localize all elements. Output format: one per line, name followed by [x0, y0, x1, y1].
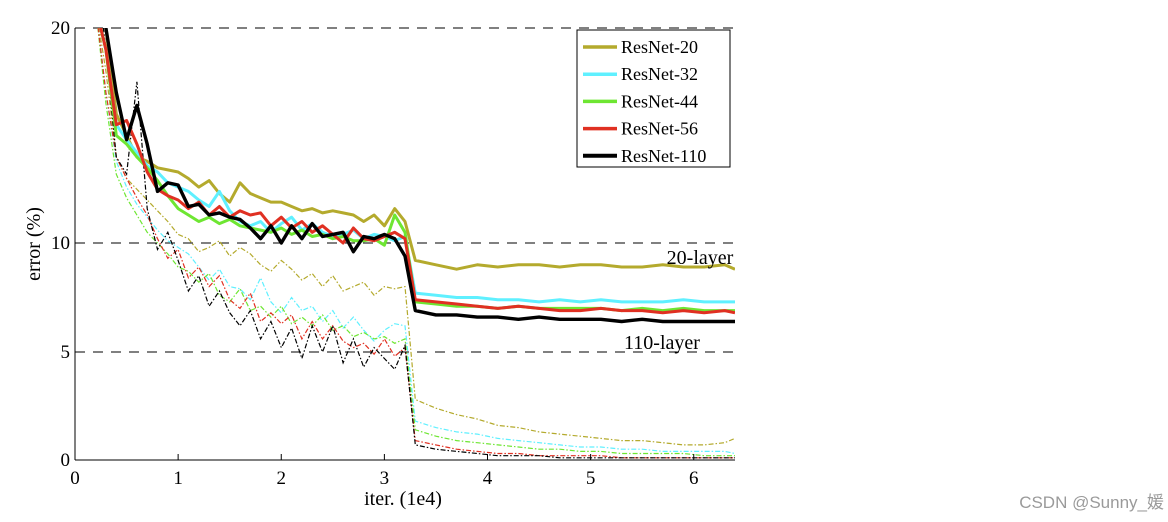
y-tick-label: 20 [51, 18, 70, 39]
test-line-resnet-110 [104, 28, 735, 324]
annotation-110-layer: 110-layer [624, 332, 700, 354]
annotation-20-layer: 20-layer [667, 247, 734, 269]
y-tick-label: 10 [51, 233, 70, 254]
legend-label-resnet-20: ResNet-20 [621, 37, 698, 57]
y-axis-label: error (%) [23, 207, 45, 281]
legend: ResNet-20 ResNet-32 ResNet-44 ResNet-56 ResN… [576, 29, 731, 168]
legend-label-resnet-32: ResNet-32 [621, 64, 698, 84]
train-line-resnet-20 [98, 28, 735, 446]
legend-label-resnet-56: ResNet-56 [621, 119, 698, 139]
test-line-resnet-56 [99, 28, 735, 315]
y-tick-labels: 0 5 10 20 [51, 18, 70, 471]
axes [74, 27, 735, 461]
test-line-resnet-32 [99, 28, 735, 304]
x-tick-label: 6 [689, 468, 699, 489]
watermark: CSDN @Sunny_媛 [1019, 493, 1164, 512]
training-error-curves [97, 28, 735, 459]
legend-box [576, 29, 731, 168]
x-tick-label: 0 [70, 468, 80, 489]
legend-items: ResNet-20 ResNet-32 ResNet-44 ResNet-56 ResN… [583, 37, 706, 166]
x-tick-label: 2 [277, 468, 287, 489]
train-line-resnet-44 [97, 28, 735, 457]
x-tick-label: 3 [380, 468, 390, 489]
legend-label-resnet-44: ResNet-44 [621, 91, 698, 111]
x-tick-label: 5 [586, 468, 596, 489]
x-tick-labels: 0 1 2 3 4 5 6 [70, 468, 698, 489]
x-tick-label: 1 [173, 468, 183, 489]
y-tick-label: 5 [61, 342, 71, 363]
test-line-resnet-20 [104, 28, 735, 271]
x-tick-label: 4 [483, 468, 493, 489]
test-error-curves [99, 28, 735, 324]
legend-label-resnet-110: ResNet-110 [621, 146, 706, 166]
train-line-resnet-110 [102, 28, 735, 459]
train-line-resnet-56 [97, 28, 735, 459]
y-tick-label: 0 [61, 450, 71, 471]
x-axis-label: iter. (1e4) [364, 488, 442, 510]
train-line-resnet-32 [97, 28, 735, 455]
